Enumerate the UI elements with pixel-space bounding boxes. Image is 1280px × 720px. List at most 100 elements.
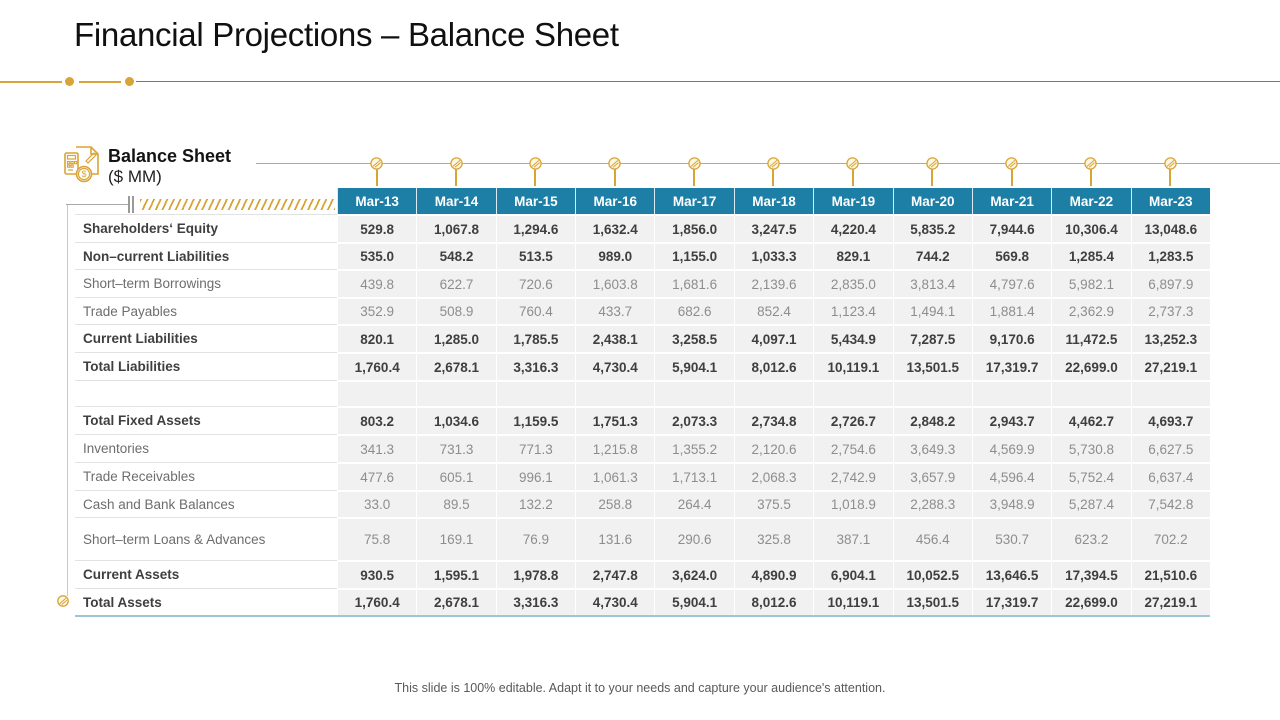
table-cell: 10,119.1 [813,588,893,615]
title-divider-gold [79,81,121,83]
table-cell: 1,881.4 [971,297,1052,324]
table-cell: 4,797.6 [971,269,1052,297]
table-cell: 1,294.6 [495,214,576,242]
table-cell: 2,120.6 [733,434,814,462]
balance-sheet-table: Mar-13 Mar-14 Mar-15 Mar-16 Mar-17 Mar-18 Mar-… [75,188,1210,617]
table-cell: 702.2 [1130,517,1210,560]
table-cell: 8,012.6 [733,588,814,615]
table-cell: 3,247.5 [733,214,814,242]
table-cell: 2,438.1 [575,324,655,352]
table-cell: 4,890.9 [733,560,814,588]
table-cell: 13,501.5 [892,588,972,615]
title-divider-gold [0,81,62,83]
table-cell: 10,306.4 [1051,214,1131,242]
table-cell: 508.9 [416,297,496,324]
table-cell: 11,472.5 [1051,324,1131,352]
table-cell: 3,948.9 [971,490,1052,517]
table-cell: 2,943.7 [971,406,1052,434]
table-cell: 10,052.5 [892,560,972,588]
table-cell: 530.7 [971,517,1052,560]
table-cell [1051,380,1131,406]
table-cell [733,380,814,406]
table-cell: 2,678.1 [416,588,496,615]
row-label: Non–current Liabilities [75,242,337,269]
table-cell: 1,595.1 [416,560,496,588]
table-cell: 477.6 [337,462,417,490]
table-cell: 2,068.3 [733,462,814,490]
table-row: Cash and Bank Balances 33.0 89.5 132.2 258.8… [75,490,1210,517]
table-cell: 27,219.1 [1130,588,1210,615]
table-cell: 1,033.3 [733,242,814,269]
table-cell: 930.5 [337,560,417,588]
table-cell: 456.4 [892,517,972,560]
table-cell: 7,287.5 [892,324,972,352]
timeline-marker-icon [654,156,733,186]
table-cell: 4,220.4 [813,214,893,242]
table-cell: 2,754.6 [813,434,893,462]
table-cell: 2,848.2 [892,406,972,434]
table-cell: 803.2 [337,406,417,434]
table-row: Trade Payables 352.9 508.9 760.4 433.7 682.6 8… [75,297,1210,324]
row-label: Current Assets [75,560,337,588]
table-cell: 131.6 [575,517,655,560]
table-cell: 6,904.1 [813,560,893,588]
table-title: Balance Sheet [108,146,232,166]
table-cell: 17,319.7 [971,352,1052,380]
table-row: Shareholders‘ Equity 529.8 1,067.8 1,294.6 1… [75,214,1210,242]
table-row: Total Assets 1,760.4 2,678.1 3,316.3 4,730.4… [75,588,1210,615]
table-cell: 7,944.6 [971,214,1052,242]
table-row: Total Fixed Assets 803.2 1,034.6 1,159.5 1,7… [75,406,1210,434]
table-cell: 5,835.2 [892,214,972,242]
row-label: Trade Receivables [75,462,337,490]
table-cell: 4,730.4 [575,588,655,615]
table-cell: 5,287.4 [1051,490,1131,517]
table-cell: 1,123.4 [813,297,893,324]
table-cell: 27,219.1 [1130,352,1210,380]
table-cell: 1,034.6 [416,406,496,434]
table-cell [495,380,576,406]
column-header: Mar-23 [1130,188,1210,214]
table-cell: 5,434.9 [813,324,893,352]
table-cell: 989.0 [575,242,655,269]
table-cell: 1,978.8 [495,560,576,588]
column-header: Mar-18 [733,188,814,214]
table-cell: 4,462.7 [1051,406,1131,434]
table-cell: 3,657.9 [892,462,972,490]
column-header: Mar-16 [575,188,655,214]
table-cell: 2,362.9 [1051,297,1131,324]
table-cell: 5,982.1 [1051,269,1131,297]
table-cell: 22,699.0 [1051,352,1131,380]
timeline-marker-icon [1131,156,1210,186]
table-cell: 2,737.3 [1130,297,1210,324]
table-cell: 5,904.1 [654,588,734,615]
table-cell: 1,285.4 [1051,242,1131,269]
table-header-row: Mar-13 Mar-14 Mar-15 Mar-16 Mar-17 Mar-18 Mar-… [75,188,1210,214]
table-cell: 5,904.1 [654,352,734,380]
table-cell: 2,742.9 [813,462,893,490]
svg-text:$: $ [81,169,86,179]
table-cell: 1,494.1 [892,297,972,324]
table-cell: 1,632.4 [575,214,655,242]
table-cell: 6,627.5 [1130,434,1210,462]
table-cell: 1,155.0 [654,242,734,269]
table-cell: 1,760.4 [337,352,417,380]
connector-tick [128,196,130,213]
table-cell: 996.1 [495,462,576,490]
hatched-circle-icon [56,594,70,613]
table-cell: 2,073.3 [654,406,734,434]
row-label: Short–term Borrowings [75,269,337,297]
table-cell: 290.6 [654,517,734,560]
timeline-marker-icon [416,156,495,186]
table-cell: 5,752.4 [1051,462,1131,490]
balance-sheet-calculator-icon: $ [62,144,104,191]
table-cell: 720.6 [495,269,576,297]
table-cell: 4,569.9 [971,434,1052,462]
table-cell: 829.1 [813,242,893,269]
table-cell: 1,760.4 [337,588,417,615]
table-cell: 1,283.5 [1130,242,1210,269]
table-cell: 9,170.6 [971,324,1052,352]
column-header: Mar-22 [1051,188,1131,214]
column-header: Mar-19 [813,188,893,214]
table-cell: 76.9 [495,517,576,560]
table-corner [75,188,337,214]
